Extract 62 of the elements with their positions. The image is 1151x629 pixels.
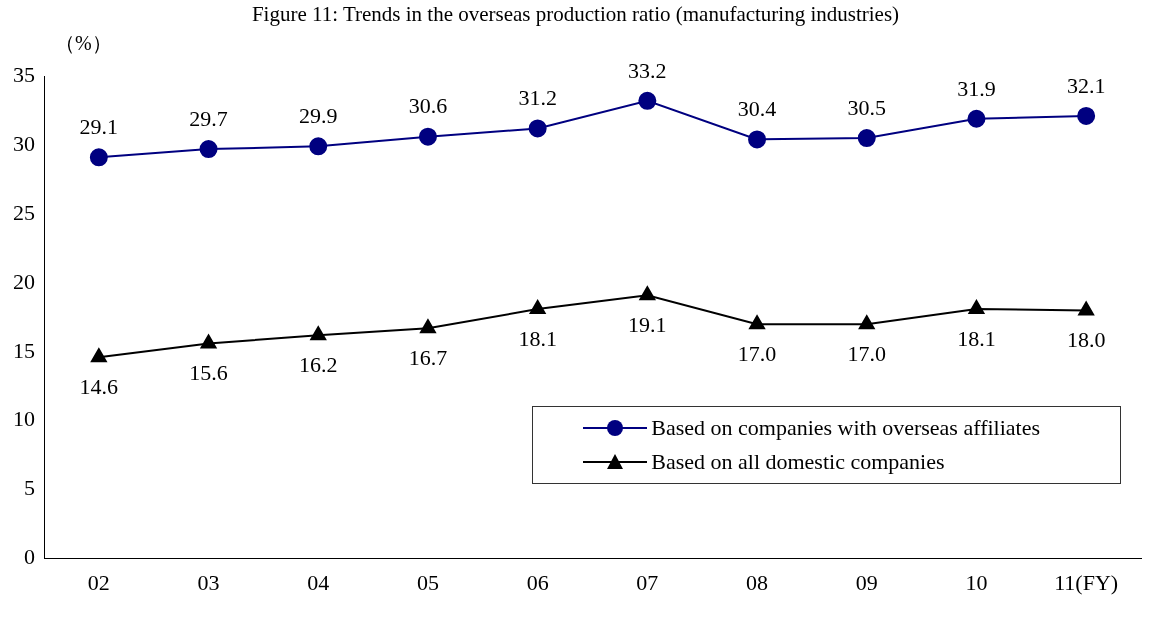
point: [749, 315, 765, 330]
y-tick-label: 35: [13, 61, 35, 87]
data-label: 15.6: [189, 360, 228, 386]
x-tick-label: 03: [197, 569, 220, 595]
data-label: 18.1: [957, 325, 996, 351]
legend-label: Based on companies with overseas affiliates: [651, 414, 1040, 441]
point: [639, 286, 656, 301]
point: [858, 315, 875, 330]
data-label: 18.0: [1066, 327, 1106, 353]
data-label: 29.1: [79, 114, 119, 140]
y-tick-label: 25: [13, 199, 35, 225]
y-tick-label: 0: [24, 544, 35, 570]
chart-title: Figure 11: Trends in the overseas production ratio (manufacturing industries): [250, 2, 901, 27]
point: [309, 137, 328, 156]
data-label: 30.6: [408, 93, 448, 119]
data-label: 16.7: [408, 345, 448, 371]
point: [748, 130, 767, 149]
data-label: 19.1: [628, 312, 667, 338]
data-label: 17.0: [847, 340, 886, 366]
data-label: 32.1: [1066, 72, 1106, 98]
x-tick-label: 04: [307, 569, 330, 595]
x-tick-label: 05: [416, 569, 439, 595]
y-tick-label: 10: [13, 406, 35, 432]
point: [310, 326, 327, 341]
x-tick-label: 08: [746, 569, 769, 595]
x-tick-label: 06: [526, 569, 549, 595]
data-label: 30.4: [737, 96, 777, 122]
data-label: 14.6: [79, 374, 119, 400]
data-label: 17.0: [737, 340, 777, 366]
point: [200, 334, 217, 349]
legend-label: Based on all domestic companies: [651, 448, 945, 475]
point: [418, 127, 437, 146]
x-tick-label: 02: [87, 569, 110, 595]
data-label: 16.2: [299, 352, 338, 378]
point: [968, 300, 985, 315]
point: [528, 119, 547, 138]
y-tick-label: 15: [13, 337, 35, 363]
data-label: 29.7: [189, 105, 228, 131]
data-label: 31.9: [957, 75, 996, 101]
data-label: 33.2: [628, 57, 667, 83]
point: [420, 319, 436, 334]
y-tick-label: 20: [13, 268, 35, 294]
point: [638, 91, 657, 110]
x-tick-label: 11(FY): [1054, 569, 1119, 595]
x-tick-label: 10: [965, 569, 988, 595]
y-tick-label: 5: [24, 475, 35, 501]
data-label: 18.1: [518, 325, 557, 351]
data-label: 29.9: [299, 103, 338, 129]
point: [857, 129, 876, 148]
point: [89, 148, 108, 167]
x-tick-label: 09: [855, 569, 878, 595]
data-label: 30.5: [847, 94, 886, 120]
point: [529, 300, 546, 315]
y-tick-label: 30: [13, 130, 35, 156]
point: [1078, 301, 1095, 316]
point: [1077, 106, 1096, 125]
point: [90, 348, 107, 363]
x-tick-label: 07: [636, 569, 659, 595]
y-axis-title: （%）: [55, 31, 112, 56]
point: [967, 109, 986, 128]
point: [199, 140, 218, 159]
data-label: 31.2: [518, 85, 557, 111]
